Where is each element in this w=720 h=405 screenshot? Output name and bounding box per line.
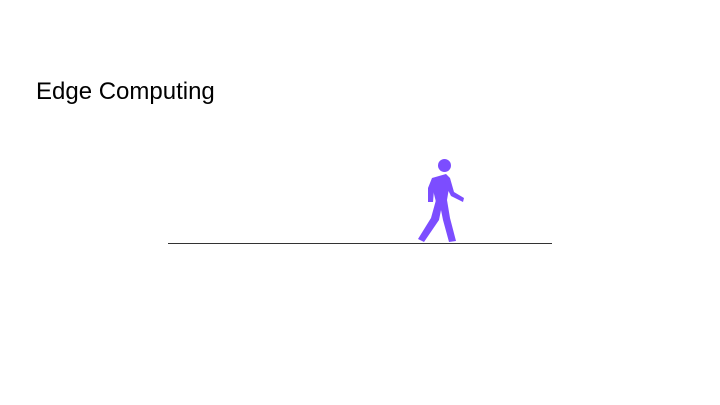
walking-person-icon (418, 159, 464, 242)
slide-title: Edge Computing (36, 78, 215, 105)
ground-line (168, 243, 552, 244)
